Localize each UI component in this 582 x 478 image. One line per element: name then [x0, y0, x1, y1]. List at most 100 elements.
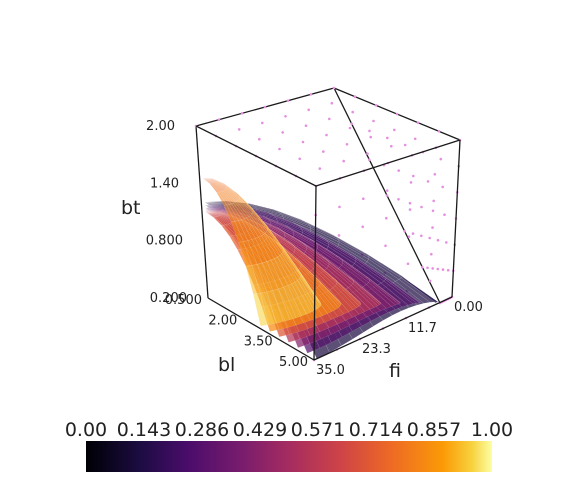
sample-point	[240, 112, 244, 115]
sample-point	[428, 236, 432, 240]
z-tick-label: 2.00	[146, 119, 175, 134]
sample-point	[258, 137, 261, 141]
sample-point	[286, 99, 290, 102]
box-edge-right-vertical	[451, 139, 461, 298]
sample-point	[393, 128, 396, 132]
sample-point	[445, 241, 448, 244]
sample-point	[322, 150, 325, 153]
sample-point	[342, 159, 346, 163]
sample-point	[362, 197, 365, 200]
x-tick-label: 23.3	[362, 342, 391, 357]
sample-point	[395, 112, 399, 116]
sample-point	[431, 209, 435, 213]
sample-point	[368, 158, 371, 161]
sample-point	[436, 238, 440, 242]
sample-point	[443, 213, 446, 216]
surface-patch	[205, 211, 219, 217]
sample-point	[430, 252, 433, 256]
z-tick-label: 1.40	[150, 176, 179, 191]
sample-point	[261, 121, 264, 125]
colorbar-tick-label: 0.286	[175, 419, 229, 441]
sample-point	[284, 115, 287, 118]
box-edge-left-vertical	[195, 125, 209, 299]
box-edge-front-top-right	[315, 139, 461, 187]
y-axis-title: bl	[218, 354, 235, 376]
sample-point	[432, 199, 436, 203]
sample-point	[413, 137, 417, 141]
sample-point	[407, 235, 411, 238]
sample-point	[426, 180, 430, 183]
y-tick-label: 2.00	[208, 314, 237, 329]
sample-point	[431, 267, 435, 270]
sample-point	[397, 169, 401, 172]
sample-point	[412, 174, 415, 178]
sample-point	[428, 279, 432, 283]
x-tick-label: 35.0	[316, 363, 345, 378]
sample-point	[408, 208, 412, 211]
colorbar	[86, 441, 492, 472]
surface-patch	[253, 292, 269, 327]
sample-point	[353, 95, 357, 98]
sample-point	[278, 147, 281, 151]
sample-point	[390, 144, 393, 148]
surface-patch	[205, 211, 221, 216]
sample-point	[441, 185, 445, 189]
sample-point	[441, 268, 445, 271]
sample-point	[298, 157, 302, 161]
sample-point	[372, 119, 375, 123]
sample-point	[318, 167, 322, 170]
sample-point	[436, 267, 440, 271]
sample-point	[385, 194, 389, 197]
sample-point	[369, 135, 373, 139]
sample-point	[307, 108, 311, 112]
box-edge-front-vertical	[313, 185, 317, 361]
z-tick-label: 0.200	[150, 291, 187, 306]
sample-point	[304, 124, 308, 127]
sample-point	[374, 104, 378, 107]
y-tick-label: 3.50	[244, 334, 273, 349]
sample-point	[345, 143, 349, 146]
sample-point	[281, 131, 285, 134]
sample-point	[328, 117, 331, 121]
sample-point	[411, 232, 415, 235]
bounding-box-front-edges	[195, 125, 461, 361]
sample-point	[408, 201, 412, 205]
sample-point	[416, 121, 420, 124]
sample-point	[361, 225, 365, 229]
y-tick-label: 5.00	[279, 355, 308, 370]
colorbar-tick-label: 0.857	[407, 419, 461, 441]
sample-point	[420, 205, 423, 209]
z-axis-ticks: 0.200 0.800 1.40 2.00	[146, 119, 187, 306]
surface-patch	[202, 177, 215, 182]
box-edge-bottom-front	[313, 296, 453, 361]
colorbar-tick-label: 1.00	[471, 419, 513, 441]
z-tick-label: 0.800	[146, 234, 183, 249]
colorbar-tick-label: 0.571	[291, 419, 345, 441]
sample-point	[439, 157, 443, 161]
sample-point	[426, 266, 429, 270]
iso-surface	[202, 177, 322, 327]
sample-point	[406, 262, 410, 266]
box-edge-front-top-left	[195, 125, 317, 187]
sample-point	[366, 152, 369, 155]
surface-patch	[202, 177, 215, 181]
iso-surfaces	[202, 177, 439, 360]
x-axis-ticks: 0.00 11.7 23.3 35.0	[316, 300, 483, 378]
colorbar-tick-label: 0.143	[117, 419, 171, 441]
x-axis-title: fi	[389, 360, 401, 382]
sample-point	[385, 189, 389, 192]
sample-point	[309, 93, 313, 96]
sample-point	[431, 226, 434, 229]
sample-point	[332, 86, 336, 90]
x-tick-label: 0.00	[454, 300, 483, 315]
sample-point	[263, 105, 267, 109]
sample-point	[337, 234, 341, 237]
sample-point	[351, 110, 355, 114]
sample-point	[217, 118, 221, 121]
sample-point	[446, 268, 450, 272]
sample-point	[403, 230, 407, 233]
sample-point	[421, 265, 424, 269]
sample-point	[437, 130, 441, 133]
sample-point	[301, 140, 305, 144]
